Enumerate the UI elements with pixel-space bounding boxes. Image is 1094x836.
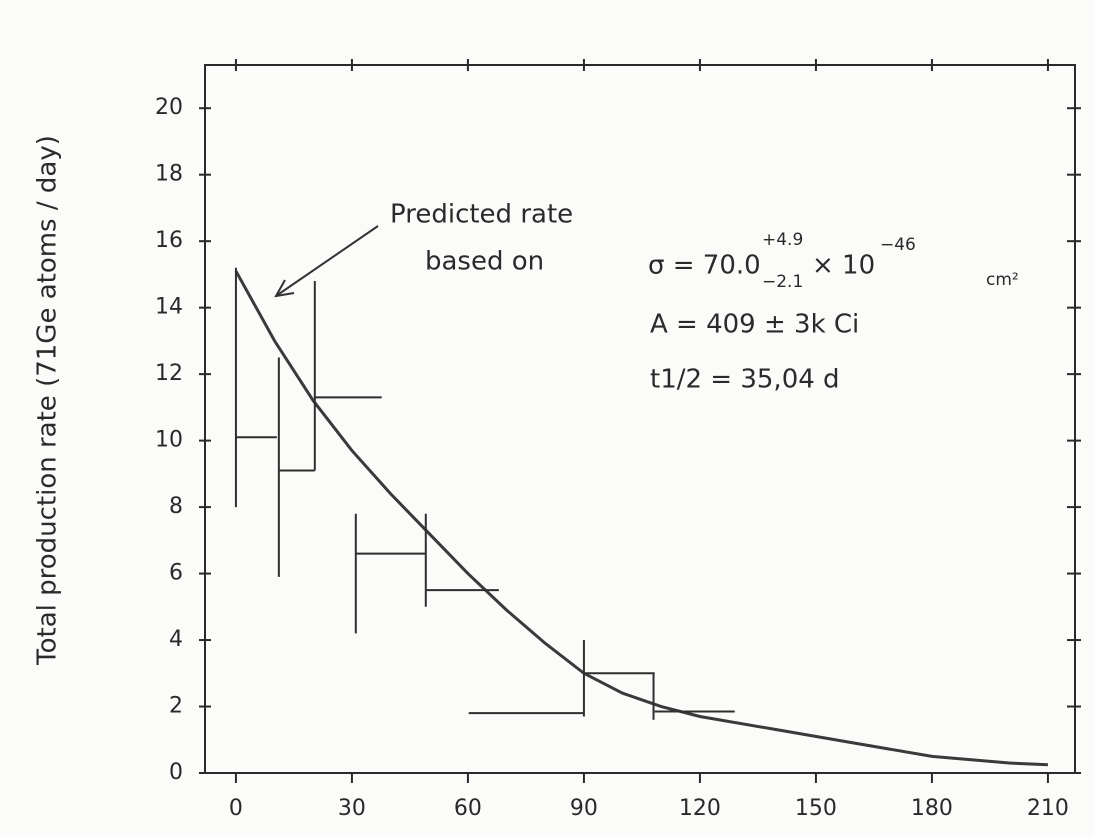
y-tick-label: 8 xyxy=(169,494,183,519)
y-tick-label: 12 xyxy=(155,361,183,386)
plot-frame xyxy=(204,64,1076,774)
annotation: Predicted rate xyxy=(390,200,573,230)
x-tick-label: 0 xyxy=(229,796,243,821)
y-tick-label: 6 xyxy=(169,561,183,586)
x-tick-label: 60 xyxy=(454,796,482,821)
y-axis-label: Total production rate (71Ge atoms / day) xyxy=(33,135,63,666)
y-tick-label: 16 xyxy=(155,228,183,253)
y-tick-label: 4 xyxy=(169,627,183,652)
annotation: × 10 xyxy=(812,251,875,281)
annotation: +4.9 xyxy=(762,230,803,250)
y-tick-label: 18 xyxy=(155,162,183,187)
y-tick-label: 20 xyxy=(155,95,183,120)
x-tick-label: 120 xyxy=(679,796,721,821)
y-tick-label: 10 xyxy=(155,428,183,453)
x-tick-label: 90 xyxy=(570,796,598,821)
annotation: A = 409 ± 3k Ci xyxy=(650,310,859,340)
annotation: −46 xyxy=(880,235,916,255)
x-tick-label: 150 xyxy=(795,796,837,821)
y-tick-label: 14 xyxy=(155,295,183,320)
x-tick-label: 180 xyxy=(911,796,953,821)
x-tick-label: 210 xyxy=(1027,796,1069,821)
annotation: t1/2 = 35,04 d xyxy=(650,365,840,395)
annotation: −2.1 xyxy=(762,272,803,292)
prediction-line xyxy=(234,270,1048,767)
y-tick-label: 0 xyxy=(169,760,183,785)
annotation: cm² xyxy=(986,270,1019,290)
annotation: σ = 70.0 xyxy=(648,251,761,281)
annotation-arrow xyxy=(274,225,379,298)
annotation: based on xyxy=(425,247,544,277)
x-tick-label: 30 xyxy=(338,796,366,821)
y-tick-label: 2 xyxy=(169,694,183,719)
